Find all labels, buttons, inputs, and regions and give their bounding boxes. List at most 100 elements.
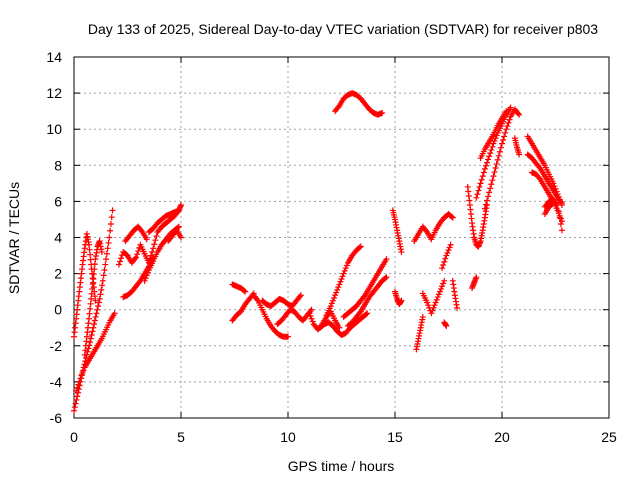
data-point	[516, 151, 523, 158]
data-point	[138, 227, 145, 234]
data-point	[77, 375, 84, 382]
data-point	[336, 324, 343, 331]
series-arc-11	[229, 281, 249, 295]
data-point	[480, 169, 487, 176]
data-point	[148, 252, 155, 259]
data-point	[489, 143, 496, 150]
data-point	[486, 153, 493, 160]
data-point	[481, 205, 488, 212]
data-point	[340, 270, 347, 277]
data-point	[98, 286, 105, 293]
data-point	[504, 123, 511, 130]
data-point	[493, 160, 500, 167]
data-point	[356, 244, 363, 251]
data-point	[497, 144, 504, 151]
data-point	[430, 304, 437, 311]
data-point	[106, 234, 113, 241]
y-tick-label: 2	[54, 266, 62, 282]
data-point	[135, 248, 142, 255]
data-point	[516, 111, 523, 118]
data-point	[558, 227, 565, 234]
data-point	[108, 214, 115, 221]
data-point	[440, 262, 447, 269]
data-point	[379, 109, 386, 116]
series-arc-9	[145, 207, 182, 236]
y-tick-label: 0	[54, 302, 62, 318]
data-point	[90, 324, 97, 331]
data-point	[133, 254, 140, 261]
data-point	[91, 317, 98, 324]
data-point	[432, 299, 439, 306]
data-point	[476, 183, 483, 190]
data-point	[89, 328, 96, 335]
data-point	[149, 248, 156, 255]
data-point	[178, 234, 184, 241]
data-point	[454, 304, 461, 311]
data-point	[297, 292, 304, 299]
data-point	[435, 291, 442, 298]
data-point	[479, 173, 486, 180]
series-arc-14	[259, 292, 304, 310]
series-arc-7	[122, 223, 150, 245]
data-point	[107, 220, 114, 227]
series-arc-39	[541, 196, 565, 234]
data-point	[433, 296, 440, 303]
data-point	[309, 318, 316, 325]
y-tick-label: -6	[50, 410, 63, 426]
data-point	[253, 296, 260, 303]
data-point	[398, 248, 405, 255]
data-point	[331, 294, 338, 301]
data-point	[103, 250, 110, 257]
x-axis-label: GPS time / hours	[288, 458, 395, 474]
x-tick-label: 10	[280, 429, 296, 445]
series-arc-20	[344, 274, 390, 329]
data-point	[488, 146, 495, 153]
data-point	[241, 287, 248, 294]
data-point	[443, 322, 450, 329]
data-point	[556, 214, 563, 221]
data-point	[356, 309, 363, 316]
data-point	[488, 181, 495, 188]
data-point	[487, 150, 494, 157]
y-tick-label: -2	[50, 338, 63, 354]
data-point	[495, 152, 502, 159]
data-point	[242, 288, 249, 295]
data-point	[360, 293, 367, 300]
data-point	[473, 274, 480, 281]
data-point	[558, 200, 565, 207]
data-point	[285, 333, 291, 340]
data-point	[88, 331, 95, 338]
x-tick-label: 15	[387, 429, 403, 445]
data-point	[536, 164, 543, 171]
data-point	[419, 313, 426, 320]
data-point	[398, 297, 405, 304]
data-point	[336, 281, 343, 288]
series-arc-34	[481, 106, 523, 212]
data-point	[503, 126, 510, 133]
data-point	[438, 285, 445, 292]
data-point	[436, 288, 443, 295]
data-point	[144, 269, 151, 276]
data-point	[107, 227, 114, 234]
data-point	[78, 372, 85, 379]
data-point	[306, 310, 313, 317]
data-point	[71, 407, 77, 414]
data-point	[98, 248, 105, 255]
data-point	[484, 159, 491, 166]
data-point	[73, 396, 80, 403]
series-arc-4	[81, 238, 105, 358]
data-point	[143, 272, 150, 279]
data-point	[364, 310, 371, 317]
series-arc-28	[441, 319, 450, 329]
series-arc-25	[413, 313, 426, 353]
series-arc-23	[392, 288, 405, 308]
data-point	[489, 177, 496, 184]
data-point	[383, 274, 390, 281]
data-point	[153, 233, 160, 240]
data-point	[505, 119, 512, 126]
series-arc-8	[141, 223, 182, 284]
data-point	[490, 140, 497, 147]
data-point	[448, 213, 455, 220]
data-point	[134, 251, 141, 258]
data-point	[175, 207, 182, 214]
